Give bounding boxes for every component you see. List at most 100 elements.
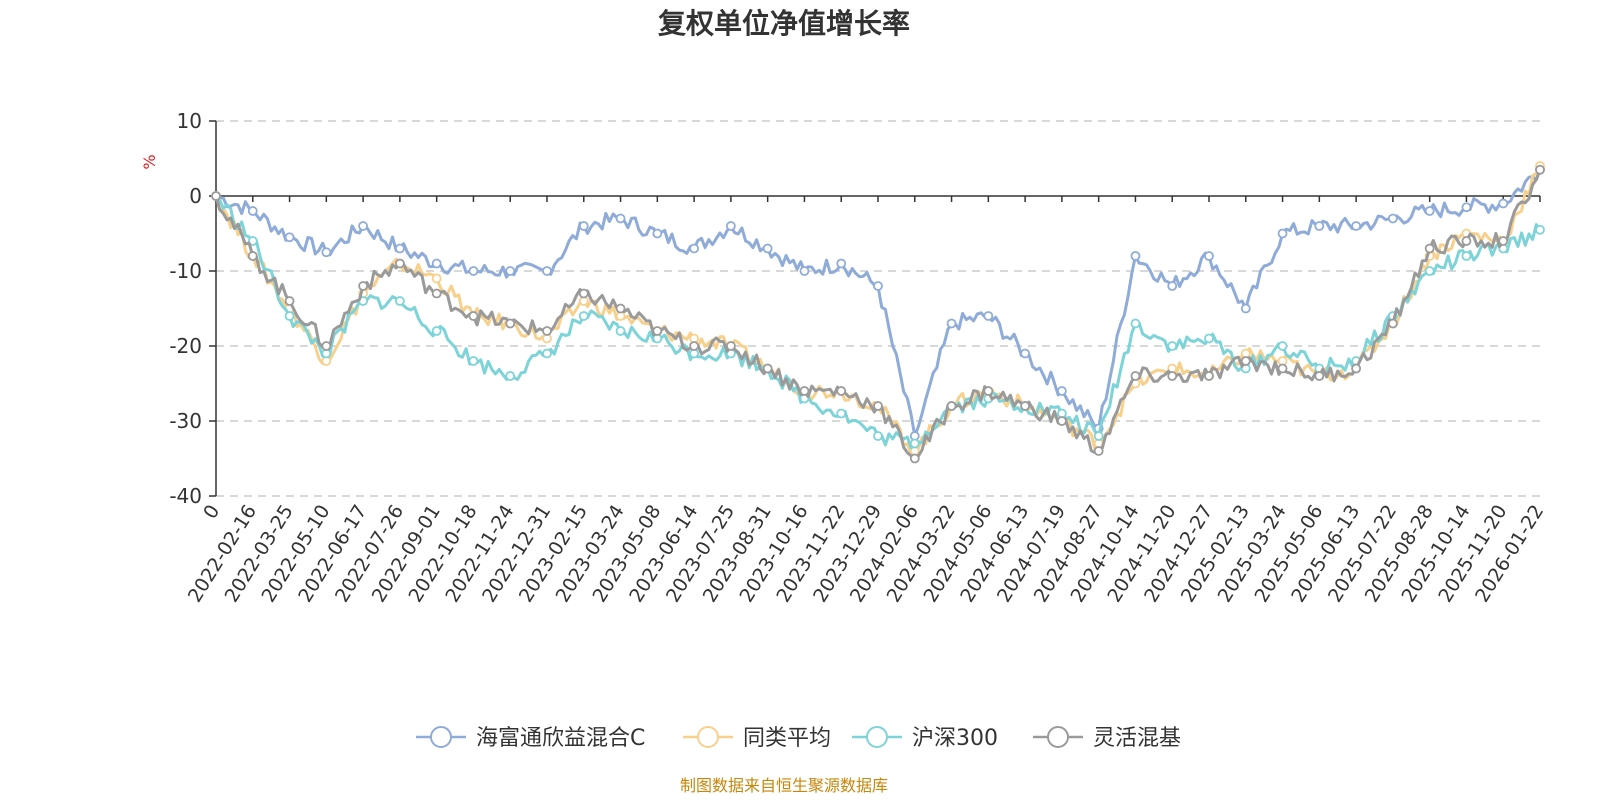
data-point xyxy=(468,356,479,366)
data-point xyxy=(394,243,405,254)
legend-label: 同类平均 xyxy=(743,726,831,751)
data-point xyxy=(321,247,332,258)
data-point xyxy=(578,221,589,231)
legend-label: 沪深300 xyxy=(912,726,998,751)
data-point xyxy=(725,341,736,351)
data-source-note: 制图数据来自恒生聚源数据库 xyxy=(680,776,888,795)
data-point xyxy=(431,326,442,336)
data-point xyxy=(247,251,258,261)
data-point xyxy=(431,288,442,299)
data-point xyxy=(1535,224,1545,235)
data-point xyxy=(725,221,736,231)
data-point xyxy=(505,318,516,329)
data-point xyxy=(284,311,295,321)
data-point xyxy=(1314,371,1325,381)
x-tick-label: 0 xyxy=(199,501,224,523)
legend-item[interactable]: 沪深300 xyxy=(852,726,998,751)
data-point xyxy=(1204,371,1214,381)
data-point xyxy=(1093,431,1104,441)
data-point xyxy=(1240,356,1251,366)
data-point xyxy=(1204,333,1214,344)
data-point xyxy=(1461,236,1472,246)
y-tick-label: 10 xyxy=(177,109,202,133)
data-point xyxy=(468,266,479,276)
data-point xyxy=(873,281,883,291)
legend-item[interactable]: 灵活混基 xyxy=(1033,726,1181,751)
data-point xyxy=(615,326,626,336)
series-line xyxy=(214,169,1542,460)
data-point xyxy=(1167,371,1178,381)
data-point xyxy=(211,191,221,201)
data-point xyxy=(615,213,626,224)
y-axis-unit: % xyxy=(140,154,159,169)
data-point xyxy=(836,386,847,396)
data-point xyxy=(394,296,405,306)
data-point xyxy=(1020,401,1031,411)
data-point xyxy=(762,243,773,254)
data-point xyxy=(689,243,700,254)
data-point xyxy=(1498,236,1509,246)
data-point xyxy=(1498,198,1509,209)
data-point xyxy=(1424,266,1435,276)
data-point xyxy=(358,281,369,291)
data-point xyxy=(358,221,369,231)
data-point xyxy=(799,266,810,276)
data-point xyxy=(505,266,516,276)
data-point xyxy=(247,206,258,216)
data-point xyxy=(1093,446,1104,456)
data-point xyxy=(578,288,589,299)
data-point xyxy=(247,236,258,246)
data-point xyxy=(615,303,626,314)
legend-marker-icon xyxy=(430,726,452,748)
data-point xyxy=(762,363,773,374)
legend-label: 海富通欣益混合C xyxy=(476,726,645,751)
data-point xyxy=(1020,348,1031,359)
data-point xyxy=(1240,303,1251,314)
data-point xyxy=(1277,363,1288,374)
data-point xyxy=(1314,221,1325,231)
data-point xyxy=(1130,251,1141,261)
data-point xyxy=(1461,202,1472,213)
data-point xyxy=(983,386,994,396)
grid-lines xyxy=(216,120,1540,497)
data-point xyxy=(505,371,516,381)
data-point xyxy=(1056,386,1067,396)
data-point xyxy=(468,311,479,321)
data-point xyxy=(983,311,994,321)
data-point xyxy=(394,258,405,269)
data-point xyxy=(1056,416,1067,426)
data-point xyxy=(431,258,442,269)
legend-item[interactable]: 同类平均 xyxy=(683,726,831,751)
data-point xyxy=(836,408,847,419)
series-lines xyxy=(211,161,1545,464)
y-axis-ticks: 10 0 -10 -20 -30 -40 xyxy=(169,109,217,508)
chart-title: 复权单位净值增长率 xyxy=(658,7,910,40)
data-point xyxy=(946,318,957,329)
data-point xyxy=(1387,213,1398,224)
y-tick-label: 0 xyxy=(189,184,202,208)
data-point xyxy=(431,273,442,284)
data-point xyxy=(1277,228,1288,239)
legend-marker-icon xyxy=(1047,726,1069,748)
legend-item[interactable]: 海富通欣益混合C xyxy=(416,726,645,751)
data-point xyxy=(284,296,295,306)
data-point xyxy=(1535,164,1545,175)
data-point xyxy=(578,311,589,321)
data-point xyxy=(873,401,883,411)
data-point xyxy=(909,453,920,464)
legend-marker-icon xyxy=(697,726,719,748)
series-line xyxy=(215,169,1542,438)
data-point xyxy=(689,341,700,351)
data-point xyxy=(946,401,957,411)
data-point xyxy=(873,431,883,441)
y-tick-label: -30 xyxy=(169,409,202,433)
data-point xyxy=(1424,243,1435,254)
data-point xyxy=(1461,251,1472,261)
legend[interactable]: 海富通欣益混合C 同类平均 沪深300 灵活混基 xyxy=(416,726,1181,751)
data-point xyxy=(1351,221,1362,231)
y-tick-label: -40 xyxy=(169,484,202,508)
data-point xyxy=(652,326,663,336)
data-point xyxy=(1130,371,1141,381)
data-point xyxy=(1351,363,1362,374)
